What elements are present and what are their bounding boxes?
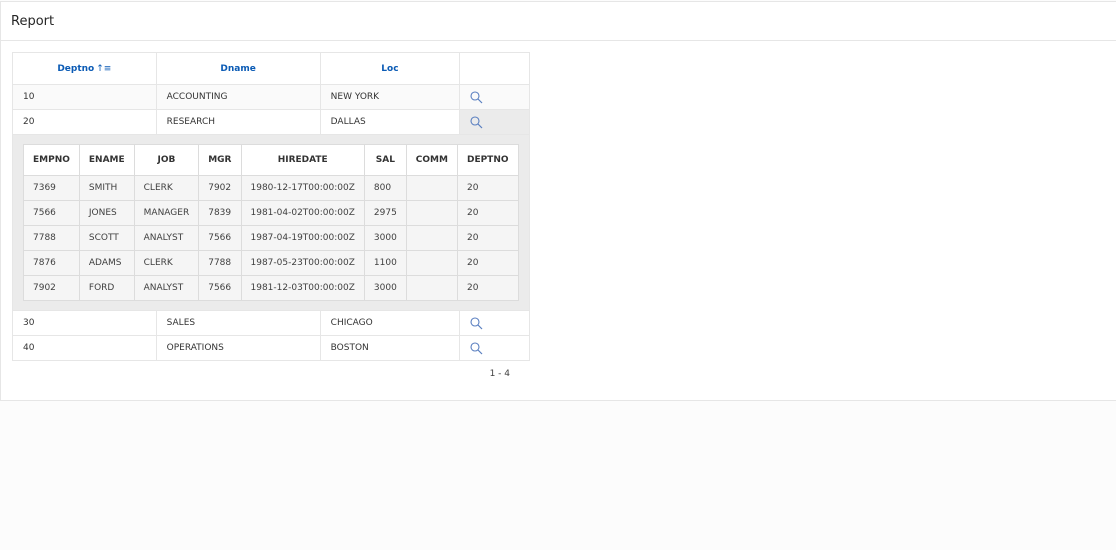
detail-cell: 3000 [363,275,407,301]
detail-cell: 1100 [363,250,407,276]
detail-row: EMPNO ENAME JOB MGR HIREDATE SAL COMM DEPTNO 736… [12,134,530,311]
detail-cell: 1980-12-17T00:00:00Z [240,175,365,201]
detail-cell: FORD [78,275,135,301]
detail-column-header: HIREDATE [240,144,365,176]
detail-cell: 7566 [198,275,242,301]
region-header: Report [1,2,1116,41]
detail-column-header: SAL [363,144,407,176]
cell-loc: NEW YORK [319,84,461,110]
detail-cell: ADAMS [78,250,135,276]
detail-cell: 7839 [198,200,242,226]
view-detail-button[interactable] [459,109,530,135]
detail-cell: MANAGER [133,200,200,226]
region-title: Report [11,14,55,29]
detail-column-header: DEPTNO [456,144,519,176]
detail-cell: 20 [456,275,519,301]
view-detail-button[interactable] [459,335,530,361]
view-detail-button[interactable] [459,310,530,336]
detail-column-header: COMM [405,144,458,176]
detail-cell: SMITH [78,175,135,201]
detail-cell: 7788 [198,250,242,276]
column-header-actions [459,52,530,85]
detail-cell: 2975 [363,200,407,226]
column-label: Deptno [57,63,95,74]
detail-cell: 1987-04-19T00:00:00Z [240,225,365,251]
detail-cell: 3000 [363,225,407,251]
search-icon [470,341,483,354]
detail-cell: 7369 [23,175,80,201]
cell-deptno: 20 [12,109,157,135]
search-icon [470,316,483,329]
view-detail-button[interactable] [459,84,530,110]
cell-deptno: 10 [12,84,157,110]
detail-table-row: 7902 FORD ANALYST 7566 1981-12-03T00:00:00Z 3… [23,275,519,301]
detail-cell: 7902 [23,275,80,301]
cell-dname: RESEARCH [155,109,321,135]
detail-cell: SCOTT [78,225,135,251]
search-icon [470,90,483,103]
cell-loc: CHICAGO [319,310,461,336]
detail-cell: ANALYST [133,225,200,251]
detail-cell: JONES [78,200,135,226]
cell-dname: SALES [155,310,321,336]
table-row: 30 SALES CHICAGO [12,310,530,336]
detail-cell: CLERK [133,175,200,201]
detail-cell [405,225,458,251]
detail-header-row: EMPNO ENAME JOB MGR HIREDATE SAL COMM DEPTNO [23,144,519,176]
detail-cell [405,200,458,226]
detail-cell: 20 [456,225,519,251]
table-row: 40 OPERATIONS BOSTON [12,335,530,361]
detail-cell: 7876 [23,250,80,276]
detail-table-row: 7876 ADAMS CLERK 7788 1987-05-23T00:00:00Z 11… [23,250,519,276]
cell-dname: OPERATIONS [155,335,321,361]
detail-cell: ANALYST [133,275,200,301]
detail-cell: 800 [363,175,407,201]
master-report-table: Deptno ↑≡ Dname Loc 10 ACCOUNTING NEW YOR… [12,52,530,361]
search-icon [470,115,483,128]
detail-cell [405,250,458,276]
detail-panel: EMPNO ENAME JOB MGR HIREDATE SAL COMM DEPTNO 736… [12,134,530,311]
table-row: 10 ACCOUNTING NEW YORK [12,84,530,110]
detail-cell: 7902 [198,175,242,201]
cell-loc: BOSTON [319,335,461,361]
pagination-range: 1 - 4 [489,369,510,379]
detail-cell: 7566 [198,225,242,251]
detail-cell [405,275,458,301]
detail-column-header: JOB [133,144,200,176]
detail-table-row: 7788 SCOTT ANALYST 7566 1987-04-19T00:00:00Z… [23,225,519,251]
detail-column-header: EMPNO [23,144,80,176]
detail-column-header: ENAME [78,144,135,176]
cell-deptno: 40 [12,335,157,361]
column-header-dname[interactable]: Dname [155,52,321,85]
detail-cell: CLERK [133,250,200,276]
sort-ascending-icon: ↑≡ [96,63,112,74]
detail-cell: 7788 [23,225,80,251]
detail-column-header: MGR [198,144,242,176]
column-header-deptno[interactable]: Deptno ↑≡ [12,52,157,85]
detail-cell: 1987-05-23T00:00:00Z [240,250,365,276]
cell-dname: ACCOUNTING [155,84,321,110]
table-row: 20 RESEARCH DALLAS [12,109,530,135]
employee-detail-table: EMPNO ENAME JOB MGR HIREDATE SAL COMM DEPTNO 736… [23,144,519,301]
detail-table-row: 7369 SMITH CLERK 7902 1980-12-17T00:00:00Z 80… [23,175,519,201]
header-row: Deptno ↑≡ Dname Loc [12,52,530,85]
column-header-loc[interactable]: Loc [319,52,461,85]
detail-cell: 20 [456,250,519,276]
cell-deptno: 30 [12,310,157,336]
detail-table-row: 7566 JONES MANAGER 7839 1981-04-02T00:00:00Z… [23,200,519,226]
detail-cell: 1981-04-02T00:00:00Z [240,200,365,226]
detail-cell: 1981-12-03T00:00:00Z [240,275,365,301]
detail-cell [405,175,458,201]
detail-cell: 20 [456,200,519,226]
detail-cell: 7566 [23,200,80,226]
cell-loc: DALLAS [319,109,461,135]
detail-cell: 20 [456,175,519,201]
